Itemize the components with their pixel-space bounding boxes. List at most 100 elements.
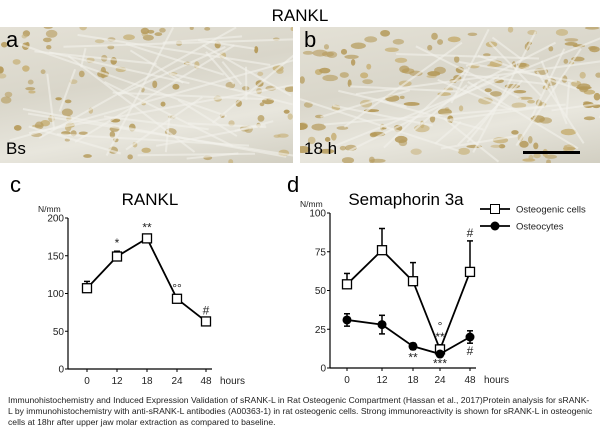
micrograph-a-texture — [0, 27, 293, 163]
tissue-fiber — [450, 28, 490, 104]
stained-cell — [483, 53, 491, 57]
stained-cell — [78, 70, 85, 78]
significance-marker: ** — [435, 330, 445, 344]
stained-cell — [0, 96, 12, 104]
stained-cell — [61, 108, 73, 117]
stained-cell — [287, 113, 293, 120]
stained-cell — [563, 58, 569, 64]
legend-marker — [490, 221, 500, 231]
stained-cell — [546, 159, 551, 163]
significance-marker: # — [203, 303, 210, 317]
stained-cell — [513, 90, 527, 94]
y-tick-label: 75 — [315, 247, 327, 258]
stained-cell — [401, 68, 415, 74]
stained-cell — [399, 95, 405, 99]
chart-title: Semaphorin 3a — [348, 190, 464, 209]
stained-cell — [364, 36, 378, 43]
significance-marker: # — [467, 226, 474, 240]
y-tick-label: 25 — [315, 325, 327, 336]
stained-cell — [78, 131, 88, 135]
significance-marker: ° — [438, 319, 443, 333]
legend-label: Osteocytes — [516, 222, 564, 233]
tissue-fiber — [491, 36, 522, 60]
data-point — [342, 315, 352, 325]
tissue-fiber — [540, 60, 568, 125]
tissue-fiber — [169, 72, 293, 106]
stained-cell — [410, 148, 422, 155]
y-tick-label: 200 — [47, 214, 64, 225]
stained-cell — [25, 87, 36, 91]
stained-cell — [511, 130, 519, 135]
stained-cell — [259, 102, 265, 107]
stained-cell — [350, 59, 356, 66]
tissue-fiber — [396, 52, 540, 60]
stained-cell — [528, 154, 534, 161]
x-tick-label: 48 — [200, 376, 212, 387]
x-tick-label: 0 — [84, 376, 90, 387]
y-tick-label: 0 — [320, 364, 326, 375]
stained-cell — [159, 27, 166, 33]
tissue-fiber — [467, 80, 579, 150]
stained-cell — [319, 148, 335, 154]
y-axis-label: N/mm — [38, 204, 61, 214]
stained-cell — [152, 80, 158, 89]
data-point — [407, 276, 419, 287]
stained-cell — [324, 136, 331, 142]
stained-cell — [45, 29, 58, 38]
stained-cell — [0, 73, 7, 79]
stained-cell — [403, 102, 420, 106]
x-tick-label: 48 — [464, 375, 476, 386]
y-tick-label: 100 — [309, 209, 326, 220]
stained-cell — [507, 27, 514, 33]
stained-cell — [228, 159, 234, 163]
stained-cell — [384, 47, 399, 52]
stained-cell — [394, 135, 408, 143]
figure-caption: Immunohistochemistry and Induced Express… — [8, 395, 593, 427]
tissue-fiber — [80, 47, 87, 68]
x-tick-label: 0 — [344, 375, 350, 386]
stained-cell — [548, 46, 554, 52]
stained-cell — [254, 46, 259, 54]
series-line — [346, 319, 471, 356]
tissue-fiber — [137, 152, 256, 157]
significance-marker: °° — [172, 281, 182, 295]
stained-cell — [290, 27, 293, 31]
tissue-fiber — [565, 81, 571, 118]
stained-cell — [109, 131, 116, 139]
stained-cell — [284, 86, 293, 93]
stained-cell — [583, 116, 596, 121]
stained-cell — [478, 97, 493, 105]
significance-marker: # — [467, 344, 474, 358]
tissue-fiber — [46, 73, 56, 130]
stained-cell — [64, 99, 72, 104]
y-tick-label: 100 — [47, 289, 64, 300]
stained-cell — [43, 27, 53, 29]
x-axis-label: hours — [220, 376, 245, 387]
tissue-fiber — [211, 54, 293, 124]
y-tick-label: 150 — [47, 251, 64, 262]
data-point — [465, 332, 475, 342]
y-tick-label: 0 — [58, 365, 64, 376]
stained-cell — [366, 63, 372, 70]
stained-cell — [21, 34, 28, 39]
stained-cell — [394, 57, 408, 63]
chart-title: RANKL — [122, 190, 179, 209]
stained-cell — [350, 42, 366, 49]
stained-cell — [160, 101, 166, 107]
data-point — [435, 349, 445, 359]
stained-cell — [533, 142, 539, 150]
tissue-fiber — [434, 121, 462, 145]
stained-cell — [0, 41, 8, 48]
x-tick-label: 18 — [141, 376, 153, 387]
tissue-fiber — [443, 117, 500, 163]
micrograph-b-sublabel: 18 h — [304, 139, 338, 158]
micrograph-18h: b 18 h — [300, 27, 600, 163]
stained-cell — [28, 90, 36, 94]
stained-cell — [311, 123, 326, 131]
tissue-fiber — [125, 42, 225, 76]
micrograph-b-texture — [300, 27, 600, 163]
y-tick-label: 50 — [315, 286, 327, 297]
stained-cell — [518, 96, 533, 100]
tissue-fiber — [188, 122, 267, 129]
